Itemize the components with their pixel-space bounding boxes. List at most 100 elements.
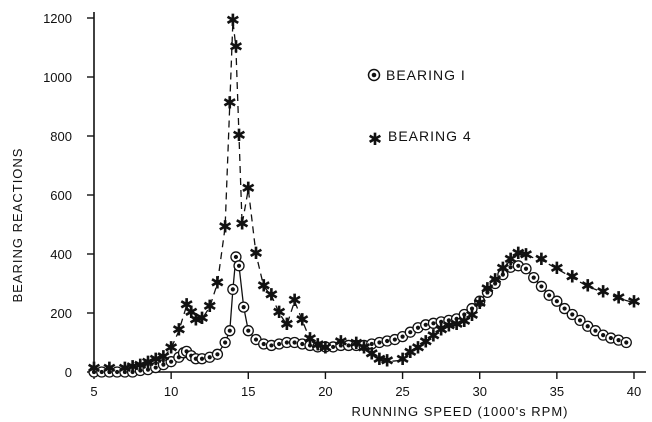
data-point-bearing-4: ✱ [232, 126, 246, 146]
data-point-bearing-4: ✱ [189, 310, 203, 330]
data-point-bearing-4: ✱ [87, 359, 101, 379]
data-point-bearing-4: ✱ [226, 11, 240, 31]
data-point-bearing-1 [520, 263, 532, 275]
data-point-bearing-4: ✱ [210, 274, 224, 294]
data-point-bearing-4: ✱ [534, 250, 548, 270]
data-point-bearing-1 [224, 325, 236, 337]
data-point-bearing-4: ✱ [156, 347, 170, 367]
data-point-bearing-1 [211, 348, 224, 360]
data-point-bearing-4: ✱ [195, 309, 209, 329]
y-tick-label-400: 400 [50, 247, 72, 262]
data-point-bearing-4: ✱ [611, 288, 625, 308]
data-point-bearing-4: ✱ [565, 268, 579, 288]
data-point-bearing-1 [474, 295, 486, 307]
data-point-bearing-1 [543, 289, 555, 301]
x-tick-label-5: 5 [90, 384, 97, 399]
chart-axes [93, 12, 646, 373]
series-line-2 [94, 20, 635, 370]
data-point-bearing-4: ✱ [581, 276, 595, 296]
data-point-bearing-1 [373, 336, 386, 349]
data-point-bearing-1 [458, 308, 470, 321]
data-point-bearing-1 [96, 366, 108, 378]
x-tick-label-10: 10 [164, 384, 178, 399]
data-point-bearing-4: ✱ [235, 215, 249, 235]
data-point-bearing-4: ✱ [411, 338, 425, 358]
data-point-bearing-1 [558, 302, 571, 315]
data-point-bearing-4: ✱ [287, 291, 301, 311]
data-point-bearing-4: ✱ [434, 321, 448, 341]
data-point-bearing-4: ✱ [511, 244, 525, 264]
data-point-bearing-4: ✱ [223, 94, 237, 114]
y-tick-label-600: 600 [50, 188, 72, 203]
data-point-bearing-4: ✱ [295, 310, 309, 330]
data-point-bearing-4: ✱ [627, 293, 641, 313]
chart-legend: BEARING I ✱ BEARING 4 [367, 67, 472, 150]
data-point-bearing-1 [551, 295, 563, 307]
data-point-bearing-4: ✱ [395, 350, 409, 370]
data-point-bearing-1 [238, 301, 250, 313]
data-point-bearing-4: ✱ [272, 303, 286, 323]
legend-marker-bearing-1 [367, 68, 381, 82]
data-point-bearing-4: ✱ [102, 359, 116, 379]
data-point-bearing-4: ✱ [480, 279, 494, 299]
data-point-bearing-4: ✱ [426, 327, 440, 347]
data-point-bearing-4: ✱ [465, 306, 479, 326]
x-tick-label-15: 15 [241, 384, 255, 399]
data-point-bearing-1 [535, 280, 548, 293]
data-point-bearing-4: ✱ [357, 338, 371, 358]
data-point-bearing-4: ✱ [179, 296, 193, 316]
data-point-bearing-1 [466, 302, 478, 315]
data-point-bearing-1 [620, 336, 632, 349]
data-point-bearing-1 [242, 325, 254, 337]
data-point-bearing-4: ✱ [334, 333, 348, 353]
data-point-bearing-4: ✱ [403, 343, 417, 363]
data-point-bearing-4: ✱ [311, 335, 325, 355]
data-point-bearing-4: ✱ [280, 315, 294, 335]
data-point-bearing-4: ✱ [449, 315, 463, 335]
legend-marker-bearing-4: ✱ [368, 130, 382, 150]
y-tick-label-0: 0 [65, 365, 72, 380]
data-point-bearing-1 [566, 308, 578, 321]
data-point-bearing-1 [489, 277, 501, 290]
data-point-bearing-4: ✱ [488, 271, 502, 291]
data-point-bearing-4: ✱ [172, 321, 186, 341]
data-point-bearing-4: ✱ [372, 350, 386, 370]
y-tick-label-800: 800 [50, 129, 72, 144]
data-point-bearing-1 [528, 271, 540, 284]
series-curves [94, 20, 635, 373]
data-point-bearing-4: ✱ [473, 294, 487, 314]
x-tick-label-25: 25 [395, 384, 409, 399]
data-point-bearing-4: ✱ [229, 38, 243, 58]
data-point-bearing-4: ✱ [519, 245, 533, 265]
data-point-bearing-4: ✱ [596, 282, 610, 302]
y-axis-title: BEARING REACTIONS [10, 148, 25, 303]
data-point-bearing-1 [481, 286, 494, 299]
data-point-bearing-1 [574, 314, 586, 327]
data-point-bearing-1 [233, 260, 245, 272]
data-point-bearing-4: ✱ [141, 353, 155, 373]
data-point-bearing-4: ✱ [184, 303, 198, 323]
data-point-bearing-4: ✱ [149, 350, 163, 370]
data-point-bearing-4: ✱ [218, 217, 232, 237]
data-point-bearing-4: ✱ [264, 285, 278, 305]
data-point-bearing-4: ✱ [257, 276, 271, 296]
y-tick-label-1200: 1200 [43, 11, 72, 26]
y-tick-label-200: 200 [50, 306, 72, 321]
data-point-bearing-4: ✱ [380, 352, 394, 372]
data-point-bearing-4: ✱ [365, 344, 379, 364]
data-point-bearing-4: ✱ [318, 338, 332, 358]
x-tick-label-20: 20 [318, 384, 332, 399]
data-point-bearing-4: ✱ [349, 334, 363, 354]
data-point-bearing-4: ✱ [133, 356, 147, 376]
data-point-bearing-4: ✱ [496, 259, 510, 279]
data-point-bearing-4: ✱ [249, 244, 263, 264]
x-tick-label-30: 30 [472, 384, 486, 399]
data-point-bearing-4: ✱ [125, 358, 139, 378]
data-point-bearing-4: ✱ [503, 250, 517, 270]
data-point-bearing-4: ✱ [303, 330, 317, 350]
data-point-bearing-1 [497, 268, 509, 281]
legend-label-bearing-4: BEARING 4 [388, 128, 472, 144]
data-point-bearing-1 [88, 366, 100, 378]
data-point-bearing-1 [319, 341, 332, 353]
